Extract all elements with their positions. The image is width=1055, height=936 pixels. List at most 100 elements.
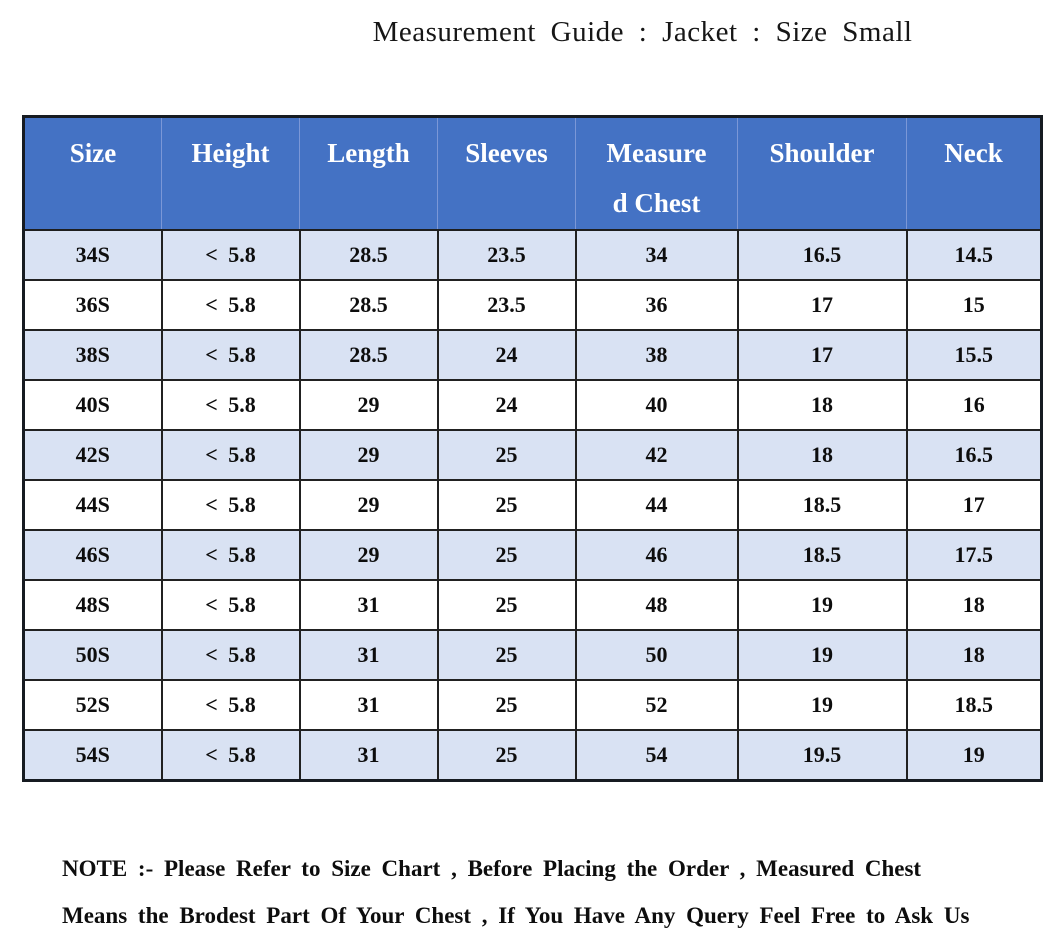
- table-cell: 34: [574, 229, 739, 281]
- table-row: 34S < 5.8 28.5 23.5 34 16.5 14.5: [22, 229, 1043, 281]
- table-cell: < 5.8: [160, 529, 301, 581]
- column-header: Shoulder: [737, 116, 907, 231]
- table-cell: 16.5: [736, 229, 908, 281]
- table-cell: 29: [298, 429, 439, 481]
- column-header: Sleeves: [437, 116, 576, 231]
- table-row: 36S < 5.8 28.5 23.5 36 17 15: [22, 279, 1043, 331]
- table-cell: < 5.8: [160, 329, 301, 381]
- table-cell: < 5.8: [160, 429, 301, 481]
- table-cell: 15: [905, 279, 1043, 331]
- table-cell: 31: [298, 629, 439, 681]
- table-cell: 18.5: [736, 479, 908, 531]
- table-cell: 48: [574, 579, 739, 631]
- table-cell: 36: [574, 279, 739, 331]
- column-header: Length: [299, 116, 438, 231]
- table-cell: 28.5: [298, 279, 439, 331]
- table-cell: < 5.8: [160, 579, 301, 631]
- table-cell: 48S: [22, 579, 163, 631]
- table-cell: 25: [436, 529, 577, 581]
- table-cell: 17: [736, 279, 908, 331]
- table-header: Size Height Length Sleeves Measure d Chest Sho…: [23, 116, 1042, 231]
- table-cell: 25: [436, 579, 577, 631]
- column-header: Size: [23, 116, 162, 231]
- table-row: 38S < 5.8 28.5 24 38 17 15.5: [22, 329, 1043, 381]
- table-body: 34S < 5.8 28.5 23.5 34 16.5 14.5 36S < 5.8 28.5 23…: [22, 229, 1043, 781]
- table-cell: 18: [736, 429, 908, 481]
- table-cell: 23.5: [436, 229, 577, 281]
- table-header-row: Size Height Length Sleeves Measure d Chest Sho…: [23, 116, 1042, 231]
- table-cell: 42: [574, 429, 739, 481]
- table-row: 50S < 5.8 31 25 50 19 18: [22, 629, 1043, 681]
- note-line-2: Means the Brodest Part Of Your Chest , I…: [62, 903, 970, 928]
- table-cell: 36S: [22, 279, 163, 331]
- table-cell: < 5.8: [160, 629, 301, 681]
- table-cell: 17.5: [905, 529, 1043, 581]
- table-cell: 31: [298, 679, 439, 731]
- table-cell: 25: [436, 629, 577, 681]
- table-cell: 18.5: [905, 679, 1043, 731]
- table-cell: 25: [436, 729, 577, 781]
- table-cell: 50S: [22, 629, 163, 681]
- table-cell: 29: [298, 379, 439, 431]
- table-cell: 42S: [22, 429, 163, 481]
- size-chart-table: Size Height Length Sleeves Measure d Chest Sho…: [22, 115, 1043, 782]
- table-cell: < 5.8: [160, 479, 301, 531]
- table-cell: 18: [736, 379, 908, 431]
- note-text: NOTE :- Please Refer to Size Chart , Bef…: [62, 845, 1022, 936]
- table-cell: 44: [574, 479, 739, 531]
- table-cell: 14.5: [905, 229, 1043, 281]
- table-cell: 19: [736, 629, 908, 681]
- table-cell: 19.5: [736, 729, 908, 781]
- table-cell: 52S: [22, 679, 163, 731]
- table-cell: 18.5: [736, 529, 908, 581]
- table-cell: 24: [436, 329, 577, 381]
- table-cell: 46: [574, 529, 739, 581]
- table-cell: 54S: [22, 729, 163, 781]
- table-cell: < 5.8: [160, 729, 301, 781]
- table-row: 44S < 5.8 29 25 44 18.5 17: [22, 479, 1043, 531]
- table-cell: 46S: [22, 529, 163, 581]
- note-line-1: NOTE :- Please Refer to Size Chart , Bef…: [62, 856, 922, 881]
- table-cell: 23.5: [436, 279, 577, 331]
- table-cell: 34S: [22, 229, 163, 281]
- table-cell: 50: [574, 629, 739, 681]
- table-cell: 38: [574, 329, 739, 381]
- table-cell: < 5.8: [160, 229, 301, 281]
- table-cell: 19: [736, 679, 908, 731]
- table-cell: 17: [905, 479, 1043, 531]
- table-cell: 25: [436, 679, 577, 731]
- column-header: Height: [161, 116, 300, 231]
- table-row: 52S < 5.8 31 25 52 19 18.5: [22, 679, 1043, 731]
- table-cell: 31: [298, 729, 439, 781]
- table-cell: 15.5: [905, 329, 1043, 381]
- table-cell: < 5.8: [160, 379, 301, 431]
- table-cell: 25: [436, 429, 577, 481]
- table-cell: 29: [298, 479, 439, 531]
- table-cell: 18: [905, 629, 1043, 681]
- table-cell: 18: [905, 579, 1043, 631]
- table-cell: 16.5: [905, 429, 1043, 481]
- table-cell: 44S: [22, 479, 163, 531]
- table-cell: 25: [436, 479, 577, 531]
- table-cell: 40: [574, 379, 739, 431]
- table-cell: 16: [905, 379, 1043, 431]
- table-row: 42S < 5.8 29 25 42 18 16.5: [22, 429, 1043, 481]
- table-cell: 19: [736, 579, 908, 631]
- table-row: 48S < 5.8 31 25 48 19 18: [22, 579, 1043, 631]
- table-cell: 38S: [22, 329, 163, 381]
- table-cell: 52: [574, 679, 739, 731]
- table-row: 46S < 5.8 29 25 46 18.5 17.5: [22, 529, 1043, 581]
- table-cell: 31: [298, 579, 439, 631]
- table-cell: 28.5: [298, 329, 439, 381]
- table-row: 54S < 5.8 31 25 54 19.5 19: [22, 729, 1043, 781]
- table-cell: 19: [905, 729, 1043, 781]
- table-cell: 28.5: [298, 229, 439, 281]
- table-cell: 40S: [22, 379, 163, 431]
- table-cell: < 5.8: [160, 679, 301, 731]
- table-cell: 24: [436, 379, 577, 431]
- table-cell: < 5.8: [160, 279, 301, 331]
- column-header: Neck: [906, 116, 1042, 231]
- table-cell: 29: [298, 529, 439, 581]
- page-title: Measurement Guide : Jacket : Size Small: [372, 16, 913, 48]
